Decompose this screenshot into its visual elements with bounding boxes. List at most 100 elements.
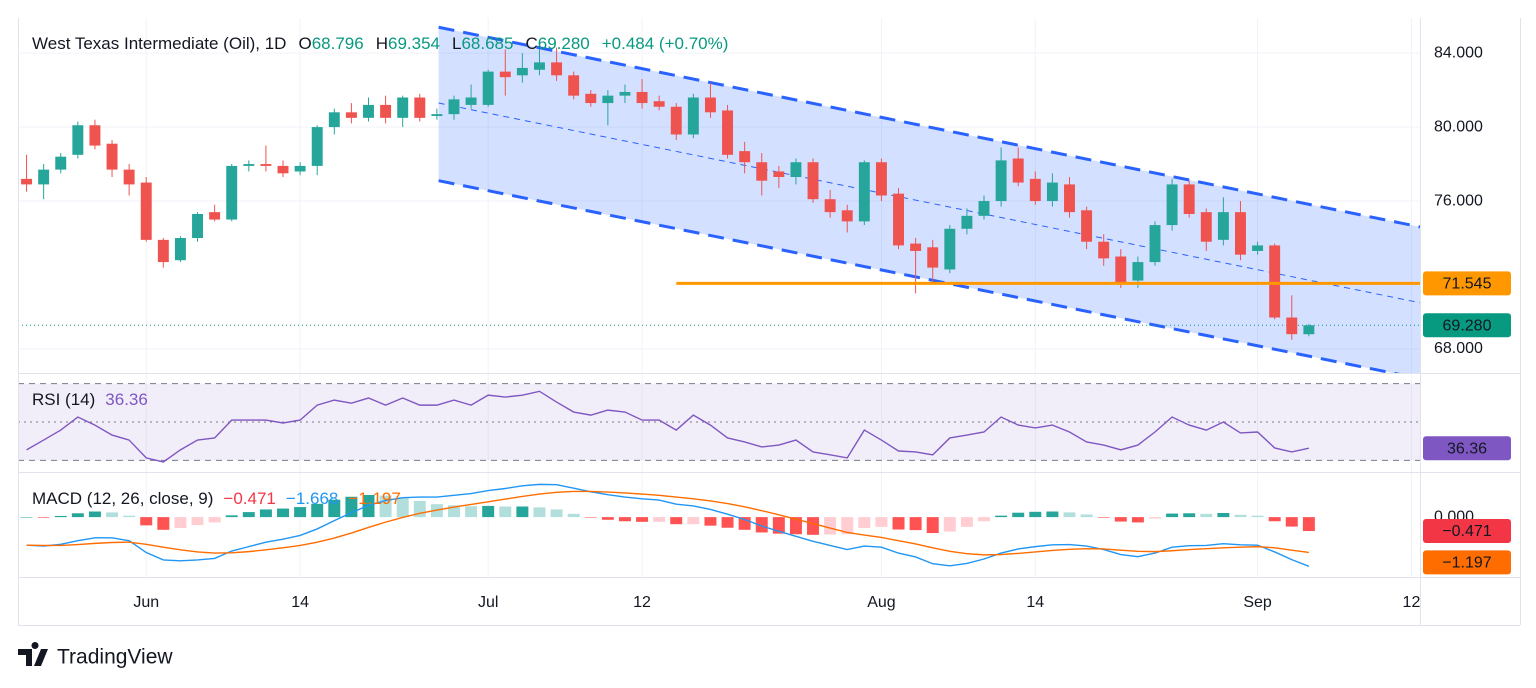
candle-body — [431, 114, 443, 116]
candle-body — [824, 199, 836, 213]
candle-body — [1064, 184, 1075, 213]
channel-middle — [438, 102, 1420, 304]
signal-line — [26, 490, 1309, 556]
rsi-line — [26, 390, 1310, 463]
y-tick-label: 84.000 — [1434, 44, 1483, 61]
macd-hist-badge: −0.471 — [1442, 523, 1491, 540]
macd-histogram-bar — [1029, 511, 1042, 518]
brand-logo — [18, 642, 48, 666]
candle-body — [397, 97, 409, 118]
candle-body — [106, 143, 118, 170]
candle-body — [1081, 210, 1093, 242]
candle-body — [568, 75, 580, 96]
macd-histogram-bar — [721, 517, 734, 528]
macd-histogram-bar — [328, 499, 341, 518]
candle-body — [1235, 212, 1246, 255]
macd-histogram-bar — [636, 517, 649, 522]
candle-body — [636, 91, 648, 104]
candle-body — [345, 112, 357, 118]
rsi-legend: RSI (14) 36.36 — [32, 390, 148, 409]
macd-histogram-bar — [653, 517, 666, 522]
macd-legend: MACD (12, 26, close, 9) −0.471 −1.668 −1.19… — [32, 489, 401, 508]
channel-lower — [438, 179, 1401, 373]
legend-label: H — [376, 34, 388, 53]
candle-body — [414, 97, 426, 118]
macd-histogram-bar — [37, 517, 50, 518]
rsi-title: RSI (14) — [32, 390, 95, 409]
candle-body — [670, 106, 682, 135]
candle-body — [551, 62, 563, 76]
macd-histogram-bar — [448, 505, 460, 518]
macd-histogram-bar — [499, 506, 512, 518]
macd-histogram-bar — [174, 517, 187, 529]
candle-body — [704, 97, 716, 113]
macd-histogram-bar — [345, 496, 358, 518]
macd-histogram-bar — [71, 513, 84, 518]
candle-body — [978, 201, 990, 216]
candle-body — [1303, 325, 1315, 335]
candle-body — [1012, 158, 1024, 183]
rsi-badge: 36.36 — [1447, 440, 1487, 457]
macd-histogram-bar — [1234, 514, 1247, 518]
legend-value: 68.685 — [461, 34, 513, 53]
macd-histogram-bar — [123, 515, 136, 518]
candle-body — [961, 215, 973, 229]
candle-body — [927, 247, 939, 268]
x-tick-label: 14 — [291, 594, 309, 611]
candle-body — [174, 238, 186, 261]
macd-histogram-bar — [379, 495, 392, 518]
macd-histogram-bar — [1114, 517, 1127, 522]
legend: West Texas Intermediate (Oil), 1D O68.796… — [32, 34, 728, 53]
macd-histogram-bar — [687, 517, 700, 525]
macd-histogram-bar — [1080, 514, 1093, 518]
macd-line — [26, 483, 1310, 567]
legend-value: 68.796 — [312, 34, 364, 53]
macd-histogram-bar — [1183, 513, 1196, 518]
x-tick-label: 12 — [1403, 594, 1421, 611]
macd-histogram-bar — [482, 505, 495, 518]
macd-histogram-bar — [106, 512, 119, 518]
macd-histogram-bar — [807, 517, 820, 535]
candle-body — [140, 182, 152, 240]
macd-histogram-bar — [465, 506, 478, 518]
last-price-label-bg — [1423, 313, 1511, 338]
macd-histogram-bar — [892, 517, 905, 530]
candle-body — [380, 104, 392, 118]
macd-histogram-bar — [704, 517, 717, 526]
x-tick-label: Aug — [867, 594, 895, 611]
macd-histogram-bar — [841, 517, 854, 535]
chart-title: West Texas Intermediate (Oil), 1D — [32, 34, 286, 53]
price-pane — [18, 25, 1420, 373]
macd-histogram-bar — [1268, 517, 1281, 522]
macd-histogram-bar — [1012, 512, 1025, 518]
candle-body — [465, 97, 477, 105]
macd-histogram-bar — [550, 509, 563, 518]
candle-body — [773, 171, 785, 178]
candle-body — [858, 162, 870, 222]
macd-histogram-bar — [294, 507, 307, 518]
macd-histogram-bar — [396, 497, 409, 518]
signal-value: −1.197 — [348, 489, 400, 508]
candle-body — [653, 101, 665, 107]
macd-histogram-bar — [1302, 517, 1315, 532]
x-tick-label: 14 — [1026, 594, 1044, 611]
candle-body — [602, 95, 614, 104]
candle-body — [1149, 225, 1161, 263]
candle-body — [226, 165, 238, 220]
macd-histogram-bar — [789, 517, 802, 535]
x-tick-label: Sep — [1243, 594, 1272, 611]
macd-histogram-bar — [1149, 517, 1161, 519]
level-label-bg — [1423, 271, 1511, 296]
candle-body — [1252, 245, 1264, 251]
macd-histogram-bar — [1217, 512, 1230, 518]
macd-histogram-bar — [584, 517, 597, 518]
brand: TradingView — [18, 642, 173, 669]
macd-hist-badge-bg — [1423, 519, 1511, 544]
macd-histogram-bar — [995, 515, 1008, 518]
macd-hist-value: −0.471 — [223, 489, 275, 508]
candle-body — [807, 162, 819, 200]
macd-histogram-bar — [567, 513, 580, 518]
macd-histogram-bar — [242, 512, 255, 518]
